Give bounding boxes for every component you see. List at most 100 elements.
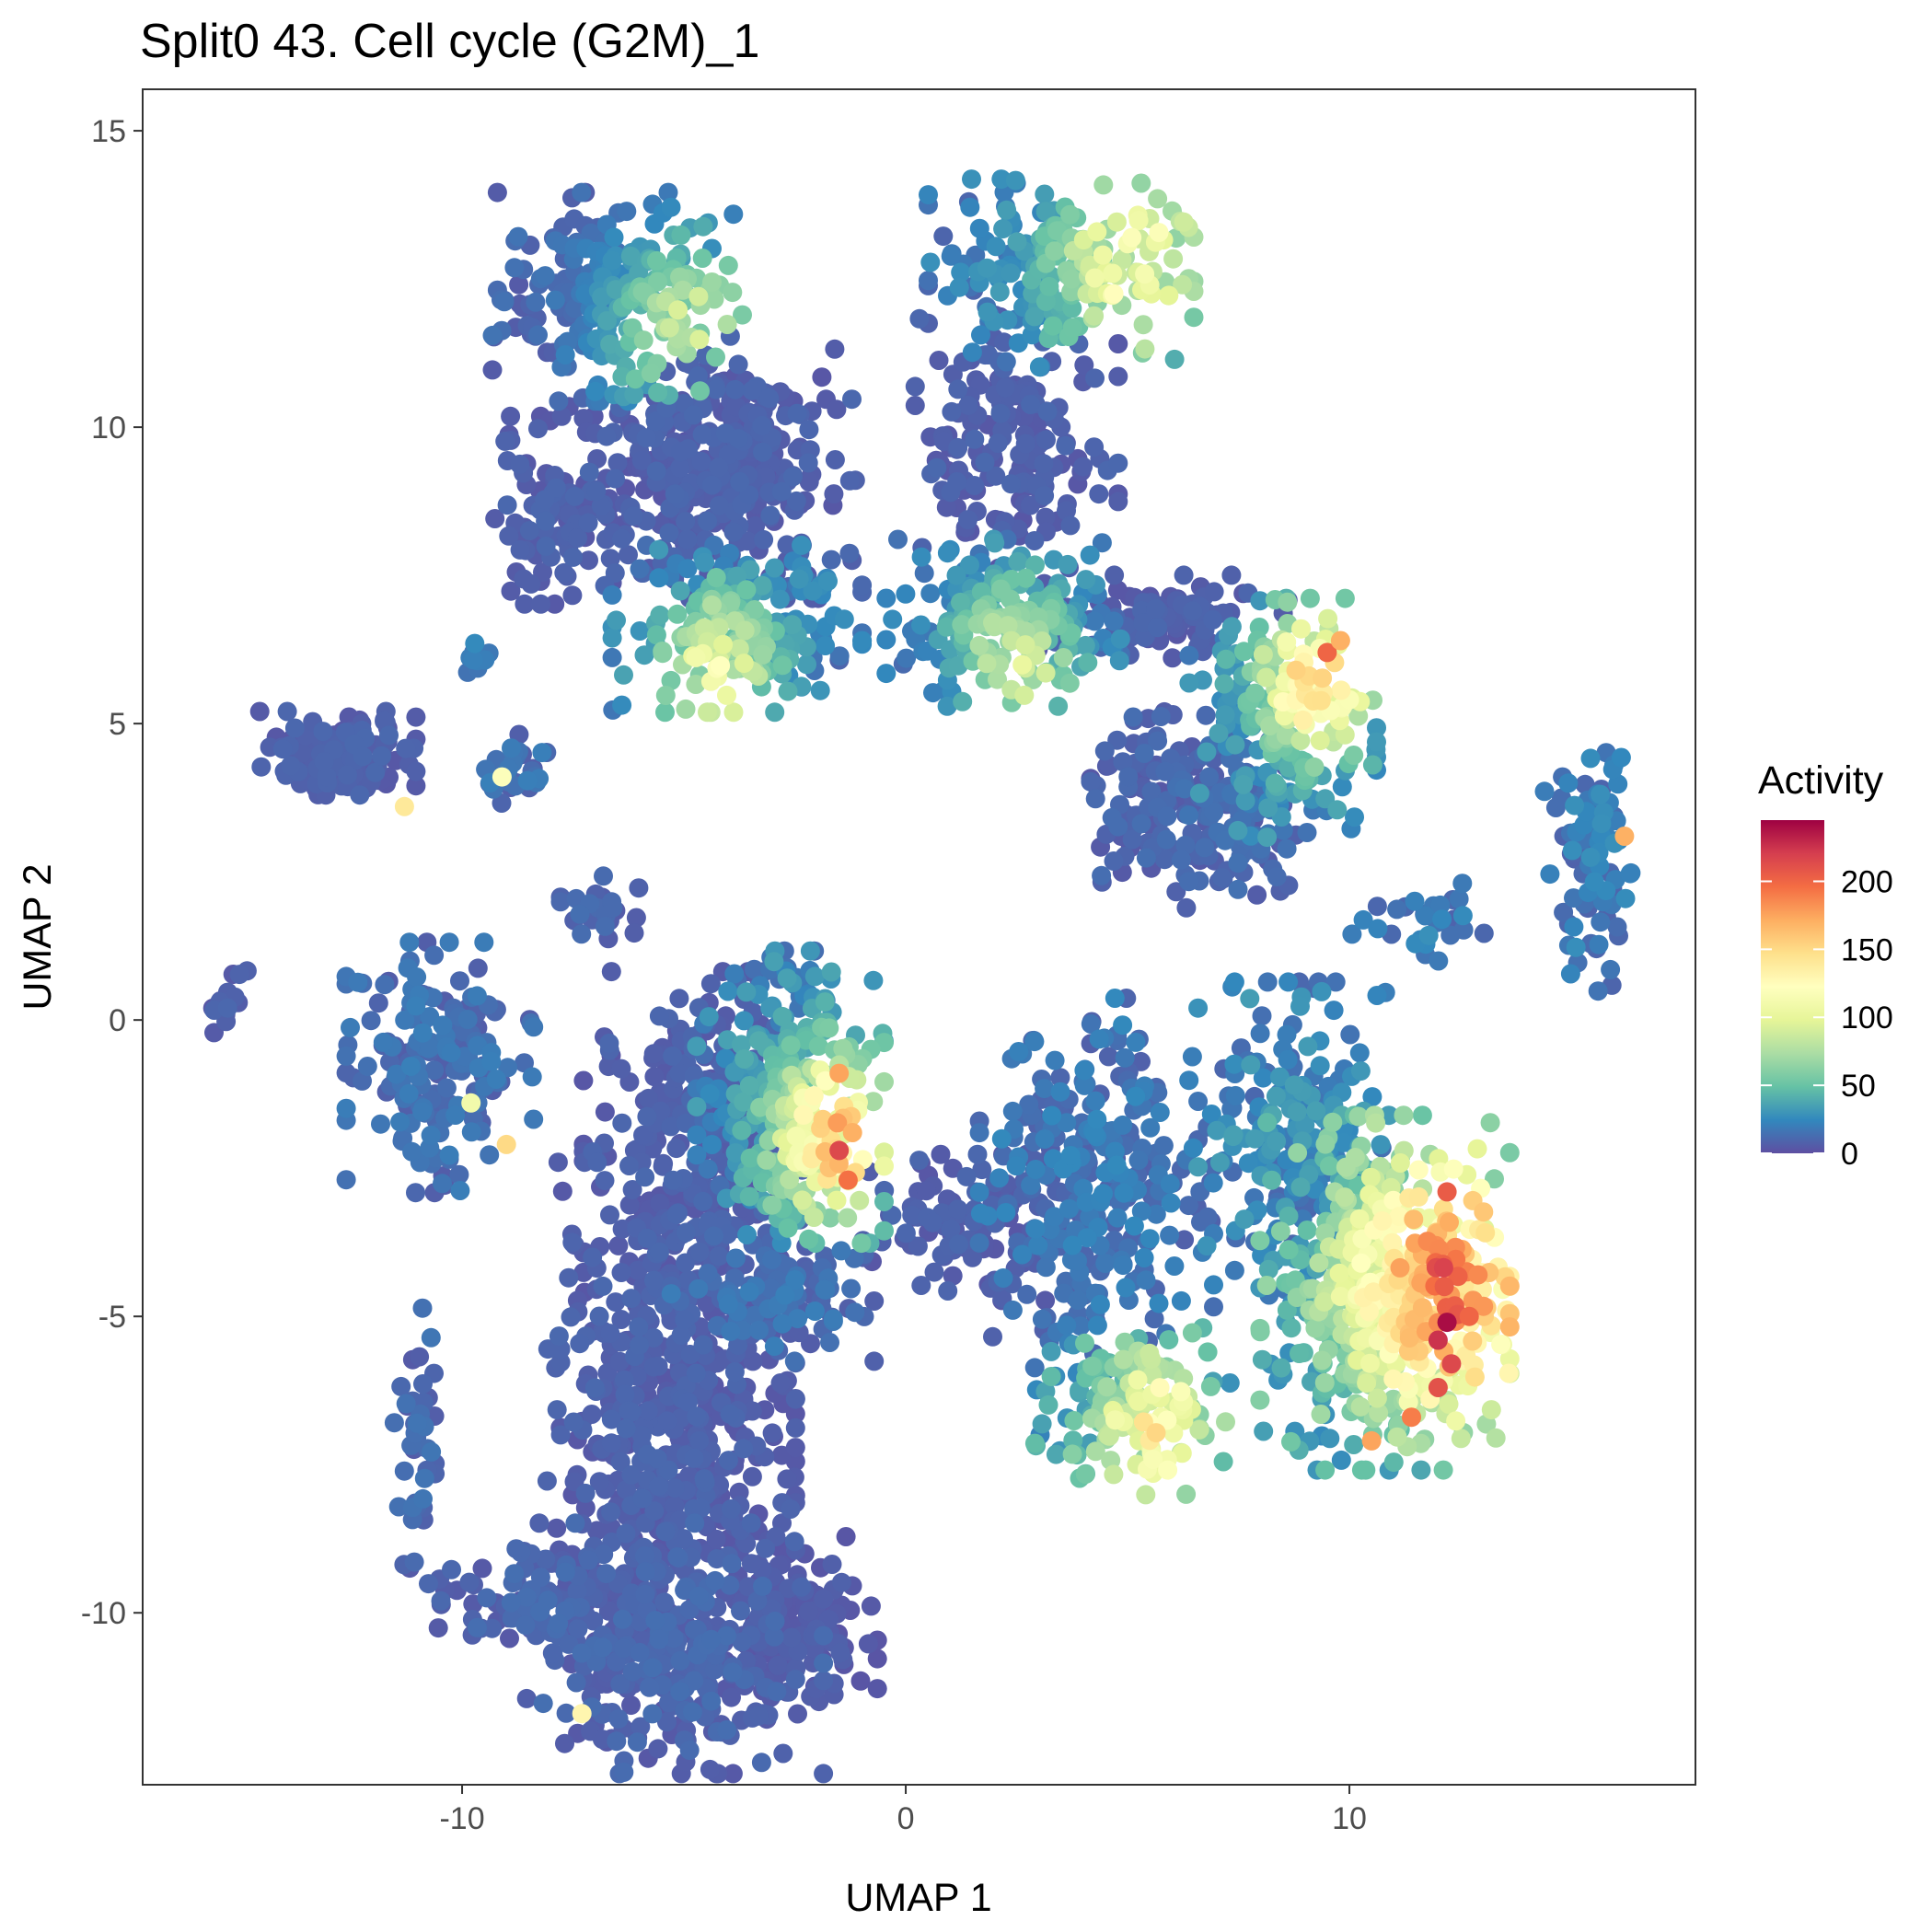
data-point bbox=[706, 347, 725, 367]
data-point bbox=[720, 1575, 740, 1595]
data-point bbox=[601, 962, 621, 982]
data-point bbox=[948, 437, 968, 457]
data-point bbox=[1534, 781, 1555, 802]
data-point bbox=[341, 1017, 360, 1037]
data-point bbox=[612, 1609, 632, 1629]
data-point bbox=[688, 366, 708, 386]
data-point bbox=[850, 1671, 871, 1691]
data-point bbox=[724, 964, 745, 984]
data-point bbox=[1131, 173, 1151, 193]
data-point bbox=[667, 1547, 688, 1567]
data-point bbox=[1367, 732, 1386, 752]
data-point bbox=[670, 1650, 690, 1671]
data-point bbox=[1197, 1236, 1217, 1255]
data-point bbox=[706, 379, 726, 399]
data-point bbox=[626, 908, 646, 928]
data-point bbox=[1036, 430, 1056, 450]
data-point bbox=[467, 986, 487, 1006]
data-point bbox=[775, 1285, 795, 1305]
data-point bbox=[629, 878, 649, 898]
data-point bbox=[373, 1032, 393, 1052]
data-point bbox=[736, 580, 757, 600]
data-point bbox=[825, 339, 845, 359]
data-point bbox=[1278, 592, 1298, 612]
data-point bbox=[1050, 1082, 1070, 1102]
data-point bbox=[336, 1063, 356, 1083]
data-point bbox=[1300, 588, 1320, 608]
data-point bbox=[845, 1302, 865, 1323]
data-point bbox=[550, 892, 571, 912]
data-point bbox=[350, 785, 370, 805]
data-point bbox=[876, 664, 897, 684]
data-point bbox=[555, 1733, 574, 1753]
data-point bbox=[1335, 588, 1355, 608]
data-point bbox=[467, 1617, 487, 1637]
data-point bbox=[406, 761, 426, 781]
data-point bbox=[1287, 1102, 1307, 1122]
data-point bbox=[610, 1674, 631, 1694]
data-point bbox=[559, 1267, 579, 1288]
data-point bbox=[1560, 964, 1580, 984]
data-point bbox=[799, 1602, 819, 1622]
data-point bbox=[778, 681, 798, 701]
data-point bbox=[996, 352, 1016, 372]
data-point bbox=[685, 1513, 705, 1533]
data-point bbox=[1074, 1060, 1094, 1081]
data-point bbox=[357, 1057, 377, 1076]
data-point bbox=[1214, 674, 1234, 694]
data-point bbox=[827, 399, 847, 420]
data-point bbox=[631, 1426, 652, 1445]
data-points bbox=[202, 169, 1641, 1784]
data-point bbox=[631, 1717, 651, 1737]
data-point bbox=[524, 1109, 544, 1129]
data-point bbox=[1418, 925, 1439, 945]
data-point bbox=[1591, 784, 1611, 804]
data-point bbox=[995, 377, 1015, 398]
data-point bbox=[734, 1439, 754, 1459]
data-point bbox=[532, 743, 552, 763]
data-point bbox=[436, 1078, 457, 1098]
data-point bbox=[510, 454, 530, 474]
data-point bbox=[653, 642, 673, 661]
data-point bbox=[1315, 1460, 1336, 1480]
data-point bbox=[1174, 565, 1194, 585]
data-point bbox=[229, 965, 249, 985]
data-point bbox=[706, 568, 726, 587]
data-point bbox=[965, 476, 985, 495]
data-point bbox=[789, 1323, 809, 1343]
data-point bbox=[379, 725, 399, 746]
data-point bbox=[612, 528, 631, 549]
data-point bbox=[1241, 1055, 1261, 1075]
data-point bbox=[1174, 1230, 1195, 1250]
data-point bbox=[694, 1469, 714, 1489]
data-point bbox=[1164, 1256, 1185, 1276]
data-point bbox=[754, 529, 774, 550]
data-point bbox=[994, 332, 1014, 353]
data-point bbox=[702, 1135, 722, 1154]
data-point bbox=[788, 1704, 807, 1724]
data-point bbox=[646, 461, 666, 481]
data-point bbox=[937, 543, 957, 563]
data-point bbox=[665, 484, 685, 504]
data-point bbox=[989, 1168, 1010, 1188]
data-point bbox=[628, 1260, 648, 1280]
data-point bbox=[821, 962, 841, 982]
data-point bbox=[663, 1046, 683, 1066]
data-point bbox=[1195, 838, 1215, 858]
data-point bbox=[529, 1513, 550, 1533]
data-point bbox=[687, 1036, 707, 1057]
data-point bbox=[676, 512, 696, 531]
data-point bbox=[991, 1128, 1012, 1149]
data-point bbox=[1073, 457, 1093, 477]
data-point bbox=[609, 1351, 630, 1371]
data-point bbox=[1032, 1414, 1052, 1434]
data-point bbox=[657, 1411, 677, 1431]
data-point bbox=[1124, 1216, 1144, 1236]
data-point bbox=[732, 1120, 752, 1140]
data-point bbox=[1371, 1135, 1391, 1155]
data-point bbox=[701, 1629, 722, 1649]
data-point bbox=[501, 1592, 521, 1613]
data-point bbox=[414, 1468, 434, 1488]
data-point bbox=[692, 424, 712, 445]
